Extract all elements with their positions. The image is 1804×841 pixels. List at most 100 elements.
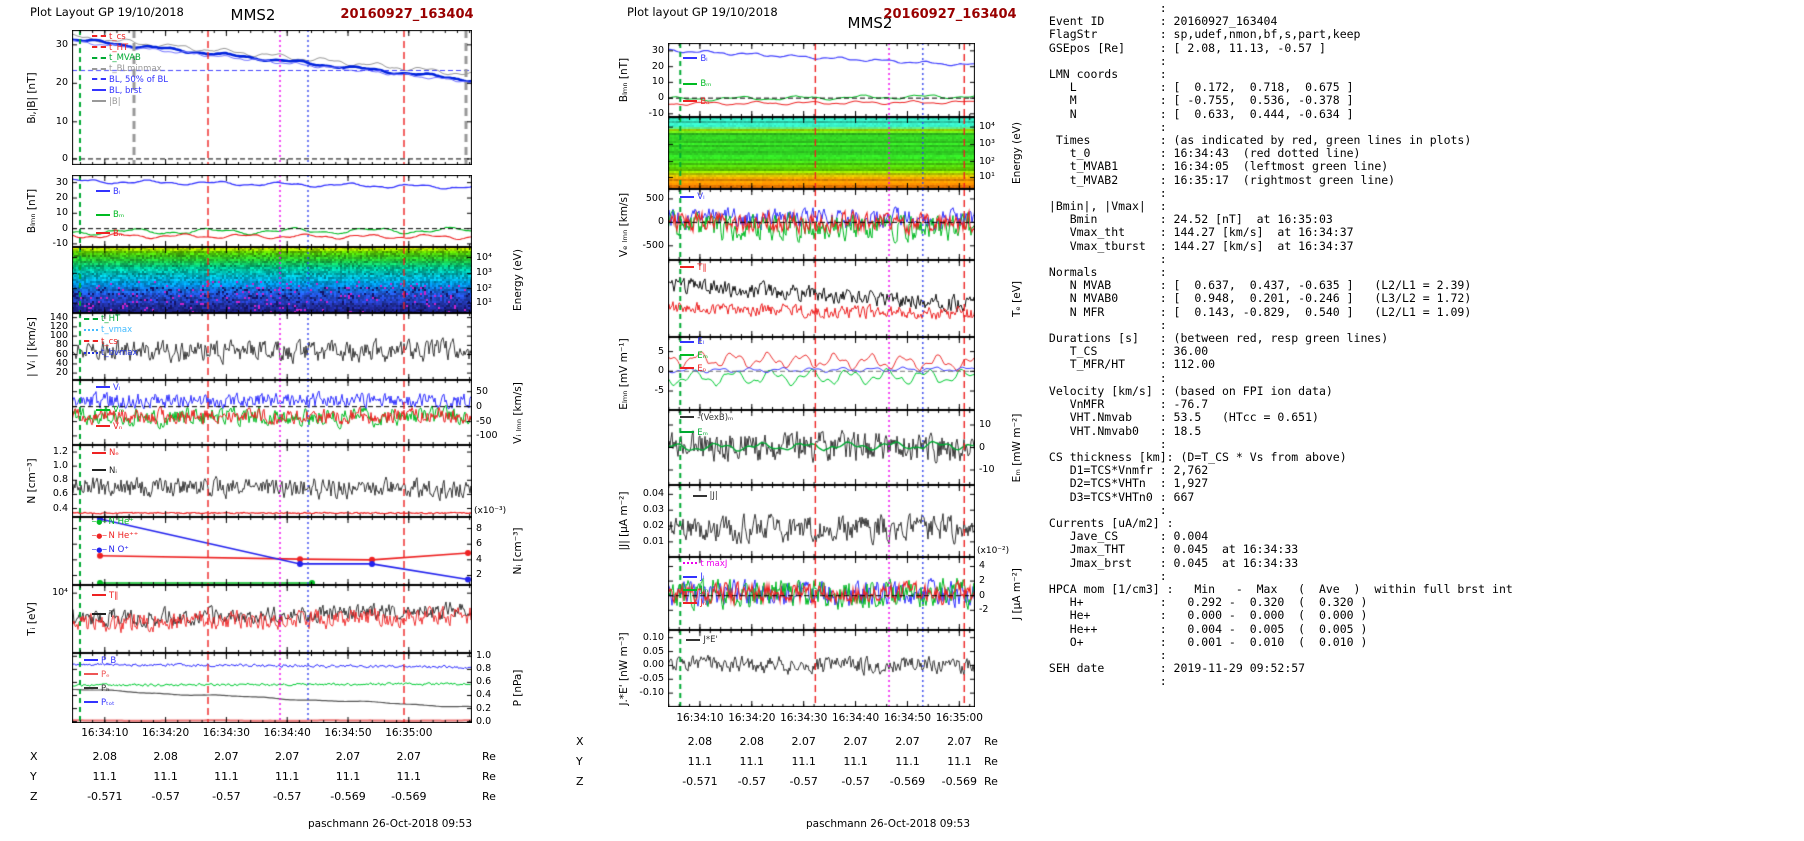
left-table-value: -0.57 xyxy=(212,790,241,803)
left-time-tick-label: 16:34:30 xyxy=(202,727,250,739)
legend-label: Eₗ xyxy=(697,337,705,348)
middle-j-lmn-scale-note: (x10⁻²) xyxy=(977,546,1010,556)
legend-swatch xyxy=(96,190,110,193)
middle-exb-em-ytick-right: 10 xyxy=(979,419,992,430)
legend-swatch xyxy=(96,408,110,411)
middle-j-magnitude-ytick: 0.03 xyxy=(642,504,664,516)
legend-swatch xyxy=(84,317,98,320)
left-density-ytick: 1.0 xyxy=(52,460,68,472)
left-table-row-label: Z xyxy=(30,790,38,803)
middle-j-lmn-ytick-right: -2 xyxy=(979,604,989,616)
middle-table-value: 11.1 xyxy=(739,755,765,768)
left-vi-magnitude-ytick: 140 xyxy=(49,311,68,323)
legend-label: Vₗ xyxy=(697,192,705,203)
middle-event-id: 20160927_163404 xyxy=(883,7,1017,22)
middle-table-value: 2.07 xyxy=(895,735,920,748)
legend-swatch xyxy=(683,100,698,103)
legend-swatch xyxy=(92,594,106,597)
middle-te-legend-0: T∥ xyxy=(680,263,707,273)
middle-exb-em-ytick-right: -10 xyxy=(979,464,995,475)
middle-jdote-ytick: -0.05 xyxy=(639,673,664,685)
left-pressure-ylabel-right: P [nPa] xyxy=(512,669,524,707)
left-minor-ion-density-ytick-right: 6 xyxy=(476,538,483,550)
middle-panel-te-canvas xyxy=(668,260,975,337)
legend-label: Bₘ xyxy=(113,210,125,220)
legend-swatch xyxy=(683,575,698,578)
left-vi-magnitude-legend-1: t_vmax xyxy=(84,326,132,335)
left-minor-ion-density-scale-note: (x10⁻³) xyxy=(474,506,507,516)
left-b-lmn-legend-1: Bₘ xyxy=(96,211,124,220)
left-time-tick-label: 16:35:00 xyxy=(385,727,433,739)
left-ti-ylabel: Tᵢ [eV] xyxy=(26,602,38,636)
middle-j-lmn-ytick-right: 2 xyxy=(979,575,986,587)
middle-plot-header: Plot layout GP 19/10/2018 xyxy=(627,5,778,19)
middle-panel-j-lmn-canvas xyxy=(668,557,975,630)
left-ti-legend-0: T∥ xyxy=(92,591,118,601)
middle-table-value: -0.569 xyxy=(889,775,926,788)
legend-swatch xyxy=(92,613,106,616)
middle-b-lmn-ylabel: Bₗₘₙ [nT] xyxy=(618,57,630,103)
legend-label: Bₗ xyxy=(700,53,708,64)
middle-table-row-label: X xyxy=(576,735,584,748)
middle-b-lmn-ytick: -10 xyxy=(648,107,664,119)
legend-label: Eₘ xyxy=(697,427,708,438)
left-panel-vi-magnitude-canvas xyxy=(72,313,472,380)
middle-table-unit: Re xyxy=(984,755,998,768)
left-table-value: 2.07 xyxy=(214,750,239,763)
middle-table-value: 11.1 xyxy=(687,755,713,768)
middle-jdote-ytick: 0.00 xyxy=(642,659,664,671)
legend-swatch xyxy=(680,340,695,343)
legend-swatch xyxy=(96,232,110,235)
middle-time-tick-label: 16:34:40 xyxy=(831,712,880,724)
middle-time-tick-label: 16:34:30 xyxy=(780,712,828,724)
left-density-ytick: 0.6 xyxy=(52,488,68,500)
middle-jdote-legend-0: J*E' xyxy=(686,636,718,645)
left-vi-magnitude-ytick: 20 xyxy=(55,367,68,379)
left-b-lmn-ytick: 20 xyxy=(55,192,68,204)
legend-swatch xyxy=(680,431,695,434)
middle-ve-lmn-ytick: 500 xyxy=(645,192,664,204)
middle-table-value: 2.08 xyxy=(687,735,713,748)
legend-swatch xyxy=(686,638,701,641)
legend-swatch xyxy=(84,340,98,343)
left-bl-btotal-ytick: 0 xyxy=(61,152,68,164)
legend-swatch: ─●─ xyxy=(92,545,107,554)
legend-swatch xyxy=(84,687,98,689)
legend-label: Bₗ xyxy=(113,186,121,197)
left-b-lmn-legend-2: Bₙ xyxy=(96,229,122,239)
legend-label: N He⁺⁺ xyxy=(108,530,139,541)
left-panel-pressure-canvas xyxy=(72,653,472,723)
legend-label: Pₑ xyxy=(101,669,110,680)
middle-table-row-label: Y xyxy=(576,755,583,768)
middle-table-value: -0.571 xyxy=(682,775,718,788)
legend-swatch xyxy=(84,673,98,675)
left-ion-energy-spectrogram-ytick-right: 10² xyxy=(476,282,492,294)
legend-swatch xyxy=(683,57,698,60)
middle-time-tick-label: 16:34:50 xyxy=(883,712,932,724)
legend-swatch xyxy=(92,78,106,81)
middle-electron-energy-spectrogram-ylabel-right: Energy (eV) xyxy=(1011,122,1023,184)
left-b-lmn-ylabel: Bₗₘₙ [nT] xyxy=(26,188,38,234)
legend-swatch xyxy=(680,416,695,419)
legend-label: Bₘ xyxy=(700,79,712,89)
left-panel-vi-lmn-canvas xyxy=(72,380,472,445)
left-minor-ion-density-legend-0: ─●─ N He⁺ xyxy=(92,518,134,527)
legend-label: Jₗ xyxy=(700,572,705,583)
legend-swatch xyxy=(96,425,110,428)
left-minor-ion-density-legend-1: ─●─ N He⁺⁺ xyxy=(92,530,139,541)
middle-b-lmn-legend-0: Bₗ xyxy=(683,53,708,64)
middle-table-value: -0.569 xyxy=(941,775,978,788)
legend-label: t_vmax xyxy=(101,325,133,336)
middle-footer: paschmann 26-Oct-2018 09:53 xyxy=(805,818,971,830)
legend-swatch xyxy=(92,56,106,59)
middle-electron-energy-spectrogram-ytick-right: 10³ xyxy=(979,138,995,150)
legend-swatch xyxy=(92,100,106,102)
left-panel-bl-btotal-canvas xyxy=(72,30,472,165)
middle-time-tick-label: 16:34:10 xyxy=(676,712,724,724)
left-bl-btotal-ytick: 10 xyxy=(55,115,68,127)
middle-jdote-ytick: 0.10 xyxy=(642,631,664,643)
middle-table-value: 11.1 xyxy=(791,755,816,768)
middle-b-lmn-ytick: 20 xyxy=(651,60,664,72)
middle-ve-lmn-legend-0: Vₗ xyxy=(680,192,705,203)
left-plot-title: MMS2 xyxy=(230,6,276,24)
